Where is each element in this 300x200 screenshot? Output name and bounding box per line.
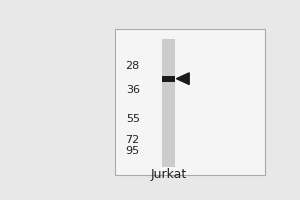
Text: 72: 72 (126, 135, 140, 145)
Text: Jurkat: Jurkat (151, 168, 187, 181)
Polygon shape (176, 73, 189, 85)
Text: 36: 36 (126, 85, 140, 95)
Bar (163, 76, 175, 82)
Text: 95: 95 (126, 146, 140, 156)
Text: 55: 55 (126, 114, 140, 124)
Bar (116, 29, 266, 175)
Bar (163, 39, 175, 167)
Text: 28: 28 (126, 61, 140, 71)
